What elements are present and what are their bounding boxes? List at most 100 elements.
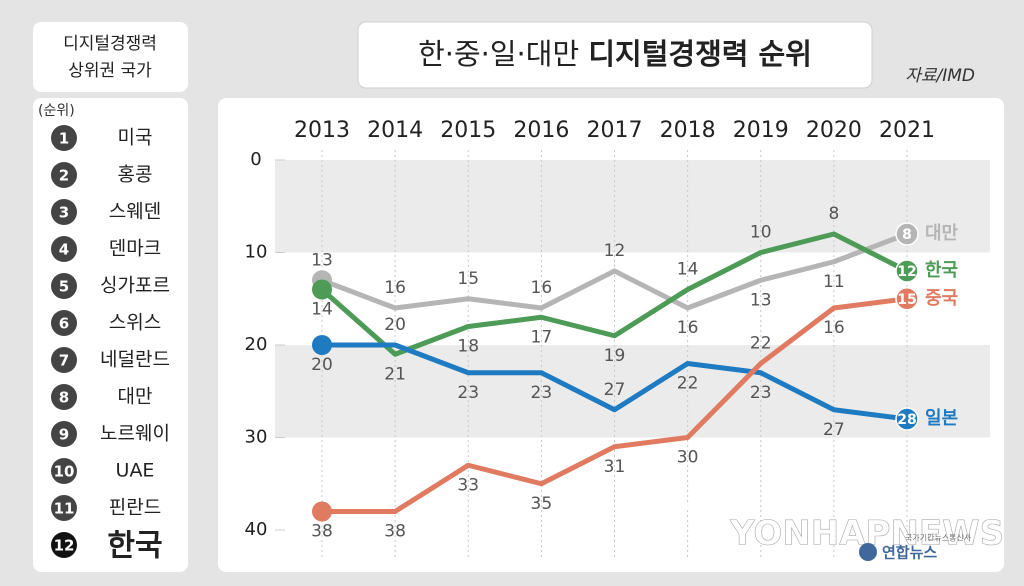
grid-band <box>275 345 990 438</box>
value-label: 10 <box>750 223 772 243</box>
rank-name: 미국 <box>118 127 153 149</box>
series-name: 대만 <box>925 223 959 244</box>
value-label: 35 <box>531 494 553 514</box>
series-line <box>322 296 908 514</box>
value-label: 22 <box>750 334 772 354</box>
rank-number: 2 <box>59 167 69 185</box>
grid-band <box>275 160 990 253</box>
value-label: 19 <box>604 346 626 366</box>
rank-number: 7 <box>59 352 69 370</box>
rank-badge <box>51 347 77 373</box>
x-tick-label: 2013 <box>294 118 350 143</box>
rank-badge <box>51 162 77 188</box>
ranking-title: 상위권 국가 <box>68 61 152 81</box>
value-label: 21 <box>384 364 406 384</box>
end-value-label: 12 <box>897 264 916 280</box>
x-tick-label: 2020 <box>806 118 862 143</box>
rank-badge <box>51 236 77 262</box>
y-tick-label: 40 <box>245 519 268 540</box>
rank-number: 12 <box>54 537 75 555</box>
x-tick-label: 2014 <box>367 118 423 143</box>
rank-badge <box>51 384 77 410</box>
value-label: 12 <box>604 241 626 261</box>
value-label: 16 <box>823 318 845 338</box>
start-marker <box>312 501 332 522</box>
title-bold: 디지털경쟁력 순위 <box>588 37 812 71</box>
rank-number: 5 <box>59 278 69 296</box>
x-tick-label: 2017 <box>587 118 643 143</box>
ranking-title: 디지털경쟁력 <box>63 34 157 54</box>
x-tick-label: 2021 <box>879 118 935 143</box>
value-label: 30 <box>677 448 699 468</box>
value-label: 33 <box>457 475 479 495</box>
rank-badge <box>51 532 77 558</box>
series-line <box>321 231 908 311</box>
value-label: 20 <box>384 315 406 335</box>
series-line <box>322 342 908 422</box>
chart-title: 한·중·일·대만 디지털경쟁력 순위 <box>418 37 812 71</box>
rank-badge <box>51 273 77 299</box>
x-tick-label: 2015 <box>440 118 496 143</box>
logo-icon <box>859 543 877 561</box>
x-tick-label: 2016 <box>513 118 569 143</box>
rank-number: 3 <box>59 204 69 222</box>
series-name: 일본 <box>925 408 958 429</box>
value-label: 18 <box>457 337 479 357</box>
value-label: 22 <box>677 374 699 394</box>
source: 자료/IMD <box>905 66 975 86</box>
end-marker <box>895 407 919 431</box>
value-label: 38 <box>384 522 406 542</box>
x-tick-label: 2019 <box>733 118 789 143</box>
rank-badge <box>51 421 77 447</box>
value-label: 23 <box>531 383 553 403</box>
rank-name: 한국 <box>107 529 162 564</box>
title-part: 한·중·일·대만 <box>418 37 579 71</box>
start-marker <box>312 335 332 355</box>
rank-number: 4 <box>59 241 69 259</box>
rank-name: 홍콩 <box>118 164 153 186</box>
value-label: 14 <box>677 260 699 280</box>
value-label: 16 <box>531 278 553 298</box>
rank-name: 노르웨이 <box>100 423 170 445</box>
ranking-title-box <box>33 22 188 92</box>
end-value-label: 28 <box>897 412 916 428</box>
series-name: 중국 <box>925 288 958 309</box>
rank-name: 스위스 <box>109 312 161 334</box>
value-label: 16 <box>677 318 699 338</box>
y-tick-label: 10 <box>245 242 268 263</box>
value-label: 8 <box>828 204 839 224</box>
value-label: 27 <box>604 380 626 400</box>
value-label: 13 <box>750 290 772 310</box>
value-label: 20 <box>311 355 333 375</box>
rank-number: 1 <box>59 130 69 148</box>
y-tick-label: 20 <box>245 334 268 355</box>
value-label: 23 <box>457 383 479 403</box>
series-line <box>320 231 909 357</box>
rank-name: 덴마크 <box>109 238 161 260</box>
rank-badge <box>51 199 77 225</box>
end-marker <box>895 259 919 283</box>
watermark-logo <box>659 504 721 566</box>
value-label: 15 <box>457 269 479 289</box>
watermark: YONHAPNEWS 국가기간뉴스통신사 연합뉴스 <box>659 504 1004 566</box>
rank-name: 핀란드 <box>109 497 161 519</box>
rank-number: 10 <box>54 463 75 481</box>
rank-badge <box>51 125 77 151</box>
ranking-note: (순위) <box>38 103 75 119</box>
x-tick-label: 2018 <box>660 118 716 143</box>
rank-number: 8 <box>59 389 69 407</box>
rank-name: UAE <box>116 460 155 482</box>
rank-name: 싱가포르 <box>100 275 170 297</box>
rank-badge <box>51 458 77 484</box>
rank-badge <box>51 495 77 521</box>
rank-number: 6 <box>59 315 69 333</box>
value-label: 27 <box>823 420 845 440</box>
rank-number: 9 <box>59 426 69 444</box>
rank-badge <box>51 310 77 336</box>
value-label: 11 <box>823 272 845 292</box>
value-label: 31 <box>604 457 626 477</box>
title-box <box>357 21 873 89</box>
rank-name: 네덜란드 <box>100 349 170 371</box>
